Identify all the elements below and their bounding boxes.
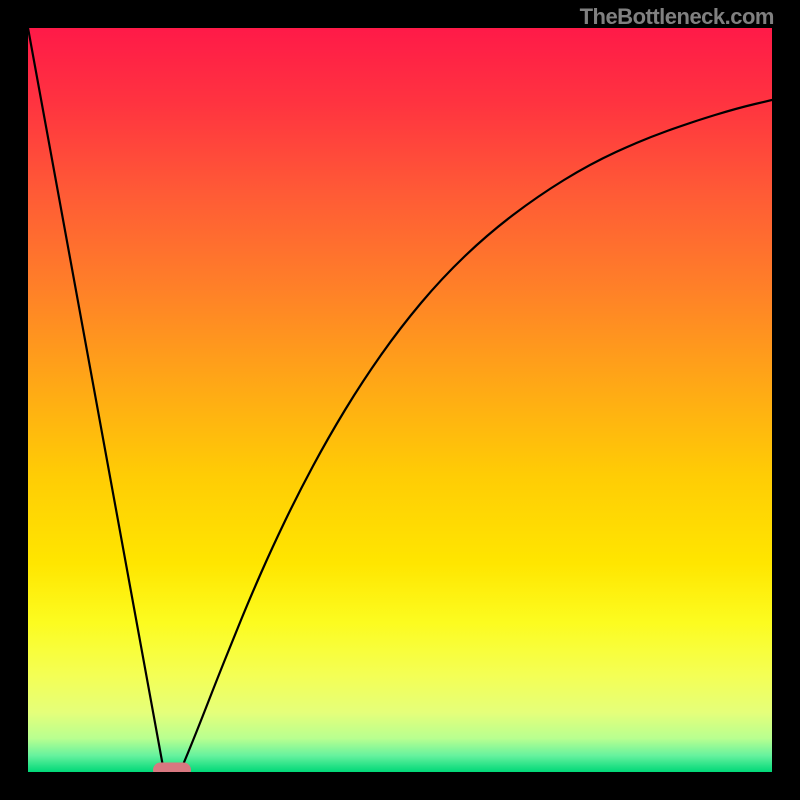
optimum-marker [153,763,191,773]
curves-layer [28,28,772,772]
plot-area [28,28,772,772]
chart-frame: TheBottleneck.com [0,0,800,800]
watermark-text: TheBottleneck.com [580,4,774,30]
